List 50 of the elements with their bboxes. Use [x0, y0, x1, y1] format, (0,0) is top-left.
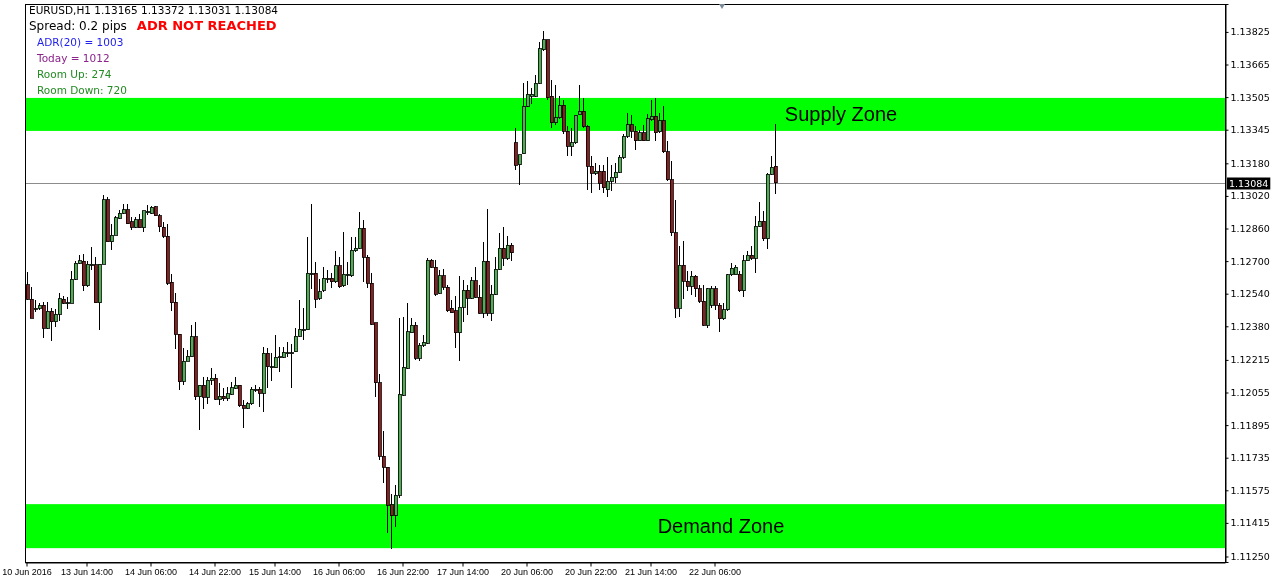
annotation: Room Up: 274 — [37, 68, 112, 80]
annotation: Today = 1012 — [36, 52, 110, 64]
y-tick-label: 1.12700 — [1230, 255, 1270, 267]
y-tick-label: 1.13505 — [1230, 91, 1270, 103]
candlestick — [341, 231, 346, 288]
candlestick — [773, 123, 778, 195]
x-tick-label: 14 Jun 22:00 — [188, 566, 242, 577]
annotation: ADR NOT REACHED — [136, 18, 277, 33]
x-tick-label: 21 Jun 14:00 — [624, 566, 678, 577]
candlestick — [501, 226, 506, 267]
candlestick — [605, 156, 610, 198]
candlestick — [437, 269, 442, 295]
x-tick-label: 10 Jun 2016 — [2, 566, 52, 577]
x-tick-label: 16 Jun 06:00 — [312, 566, 366, 577]
x-tick-label: 20 Jun 06:00 — [500, 566, 554, 577]
candlestick — [689, 270, 694, 296]
candlestick — [465, 284, 470, 316]
x-tick-label: 13 Jun 14:00 — [60, 566, 114, 577]
candlestick — [653, 97, 658, 142]
candlestick — [201, 376, 206, 410]
y-tick-label: 1.12540 — [1230, 288, 1270, 300]
y-tick-label: 1.13345 — [1230, 124, 1270, 136]
x-tick-label: 17 Jun 14:00 — [436, 566, 490, 577]
x-tick-label: 20 Jun 22:00 — [564, 566, 618, 577]
y-tick-label: 1.12055 — [1230, 387, 1270, 399]
band-label: Supply Zone — [784, 103, 898, 126]
y-tick-label: 1.11415 — [1230, 517, 1270, 529]
x-tick-label: 22 Jun 06:00 — [688, 566, 742, 577]
x-tick-label: 15 Jun 14:00 — [248, 566, 302, 577]
y-tick-label: 1.13020 — [1230, 190, 1270, 202]
candlestick — [553, 84, 558, 126]
y-tick-label: 1.13180 — [1230, 157, 1270, 169]
y-tick-label: 1.12860 — [1230, 223, 1270, 235]
y-tick-label: 1.12215 — [1230, 354, 1270, 366]
candlestick — [333, 250, 338, 284]
y-tick-label: 1.12380 — [1230, 320, 1270, 332]
annotation: Room Down: 720 — [37, 84, 127, 96]
y-tick-label: 1.13825 — [1230, 26, 1270, 38]
x-tick-label: 14 Jun 06:00 — [124, 566, 178, 577]
ref-line-label: 1.13084 — [1229, 178, 1269, 189]
y-tick-label: 1.11575 — [1230, 484, 1270, 496]
band-label: Demand Zone — [657, 515, 785, 538]
annotation: Spread: 0.2 pips — [29, 19, 127, 33]
chart-title: EURUSD,H1 1.13165 1.13372 1.13031 1.13084 — [29, 4, 279, 16]
x-tick-label: 16 Jun 22:00 — [376, 566, 430, 577]
annotation: ADR(20) = 1003 — [37, 36, 124, 48]
y-tick-label: 1.13665 — [1230, 59, 1270, 71]
y-tick-label: 1.11250 — [1230, 551, 1270, 563]
y-tick-label: 1.11735 — [1230, 452, 1270, 464]
y-tick-label: 1.11895 — [1230, 419, 1270, 431]
